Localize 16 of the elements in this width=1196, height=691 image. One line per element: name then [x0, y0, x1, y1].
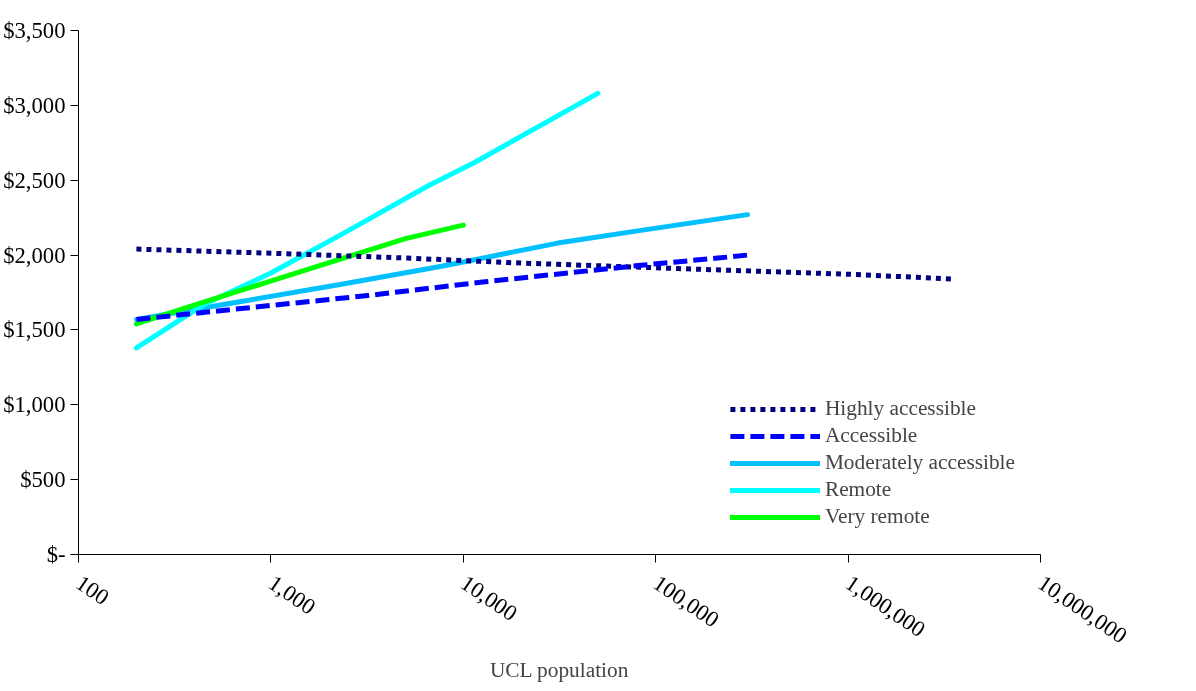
x-axis-title: UCL population — [489, 658, 629, 683]
legend-label: Remote — [824, 477, 892, 502]
x-tick-label: 1,000 — [263, 570, 321, 620]
y-tick-label: $500 — [20, 467, 66, 493]
y-tick-label: $3,500 — [3, 18, 66, 43]
y-tick-label: $3,000 — [3, 92, 66, 118]
legend-label: Highly accessible — [824, 396, 976, 421]
legend-label: Moderately accessible — [824, 450, 1015, 475]
y-tick-label: $1,500 — [3, 317, 66, 343]
y-tick-label: $1,000 — [3, 392, 66, 418]
legend-label: Very remote — [824, 504, 930, 529]
y-tick-label: $2,500 — [3, 167, 66, 193]
legend-label: Accessible — [824, 423, 918, 448]
y-tick-label: $- — [46, 542, 66, 567]
y-tick-label: $2,000 — [3, 242, 66, 268]
x-tick-label: 100 — [71, 570, 114, 611]
